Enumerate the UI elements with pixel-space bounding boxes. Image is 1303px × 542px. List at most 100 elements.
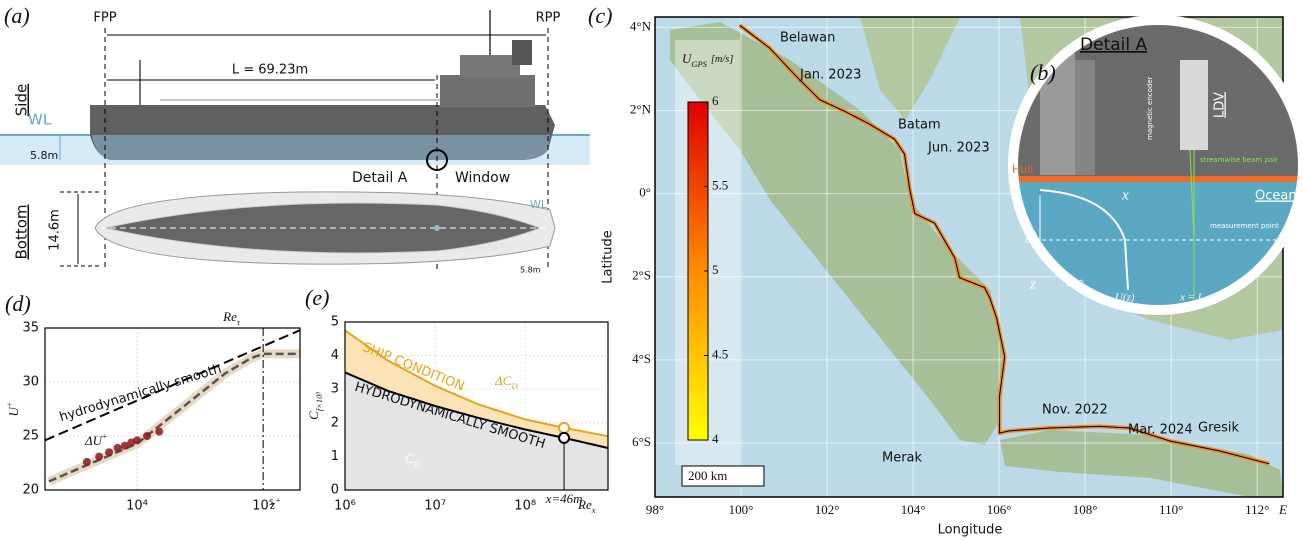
ocean-label: Ocean bbox=[1255, 189, 1297, 204]
detail-title: Detail A bbox=[1080, 35, 1147, 55]
hull-label: Hull bbox=[1012, 163, 1033, 176]
x-tick-label: 106° bbox=[987, 502, 1012, 517]
y-axis-label: U+ bbox=[4, 401, 21, 416]
x-tick-label: 102° bbox=[815, 502, 840, 517]
re-tau-label: Reτ bbox=[222, 309, 241, 327]
y-tick-label: 2 bbox=[331, 415, 339, 430]
delta-u-label-sup: + bbox=[102, 431, 108, 441]
panel-label: (b) bbox=[1030, 60, 1056, 85]
marker-point bbox=[559, 423, 569, 433]
cd-label-text: C bbox=[405, 451, 414, 466]
rpp-label: RPP bbox=[536, 11, 561, 26]
x-axis-label-sub: x bbox=[591, 505, 596, 515]
y-tick-label: 0° bbox=[639, 185, 651, 200]
re-tau-label-text: Re bbox=[222, 309, 237, 324]
colorbar-title-unit: [m/s] bbox=[711, 54, 734, 65]
y-tick-label: 4 bbox=[331, 348, 339, 363]
place-label: Mar. 2024 bbox=[1128, 423, 1193, 438]
y-tick-label: 35 bbox=[22, 321, 39, 336]
contour-label: 1m bbox=[462, 246, 473, 254]
wl-label: WL bbox=[28, 111, 52, 129]
data-point bbox=[155, 428, 163, 436]
y-tick-label: 2°N bbox=[630, 101, 652, 116]
contour-label: 4m bbox=[500, 242, 511, 250]
x-axis-label: Longitude bbox=[938, 523, 1003, 538]
data-point bbox=[83, 458, 91, 466]
place-label: Jan. 2023 bbox=[799, 68, 861, 83]
place-label: Merak bbox=[882, 451, 923, 466]
panel-label: (c) bbox=[588, 3, 612, 28]
place-label: Nov. 2022 bbox=[1042, 403, 1108, 418]
x-tick-label: 10⁷ bbox=[424, 499, 446, 514]
wl-bottom-label: WL bbox=[530, 198, 548, 211]
uinf-label: U∞ bbox=[1065, 274, 1084, 289]
y-tick-label: 0 bbox=[331, 483, 339, 498]
point-label: measurement point bbox=[1210, 222, 1279, 230]
x-tick-label: 100° bbox=[729, 502, 754, 517]
y-axis-label: Cf×10³ bbox=[306, 392, 324, 420]
y-axis-label-sup: + bbox=[4, 401, 14, 407]
figure: (a) FPP RPP LPP = 95m L = 69.23m Side WL… bbox=[0, 0, 1303, 542]
delta-label: δ bbox=[1025, 231, 1032, 246]
data-point bbox=[133, 436, 141, 444]
delta-cd-label-sub: D bbox=[510, 381, 517, 391]
colorbar-tick-label: 4.5 bbox=[712, 346, 728, 361]
x-tick-label: 108° bbox=[1073, 502, 1098, 517]
bridge bbox=[460, 55, 520, 77]
data-point bbox=[143, 432, 151, 440]
x-tick-label: 10⁸ bbox=[514, 499, 536, 514]
cd-label-sub: D bbox=[413, 459, 420, 469]
frame bbox=[1075, 60, 1095, 175]
colorbar-tick-label: 5.5 bbox=[712, 177, 728, 192]
place-label: Jun. 2023 bbox=[927, 141, 990, 156]
funnel bbox=[512, 40, 532, 65]
panel-label: (d) bbox=[5, 291, 31, 316]
marker-label: x=46m bbox=[545, 491, 583, 506]
contour-label: 3m bbox=[487, 244, 498, 252]
l-label: L = 69.23m bbox=[232, 63, 308, 78]
x-tick-label: 112° bbox=[1245, 502, 1269, 517]
place-label: Gresik bbox=[1198, 421, 1240, 436]
x-tick-label: 110° bbox=[1159, 502, 1183, 517]
x-tick-label: 98° bbox=[646, 502, 664, 517]
colorbar-tick-label: 6 bbox=[712, 93, 719, 108]
x-tick-label: 10⁶ bbox=[334, 499, 356, 514]
y-axis-label-sub: f×10³ bbox=[314, 392, 324, 411]
beam-label: 14.6m bbox=[48, 209, 63, 251]
x-axis-label: x bbox=[1121, 187, 1129, 203]
hull-submerged bbox=[92, 135, 550, 160]
colorbar-tick-label: 4 bbox=[712, 431, 719, 446]
place-label: Belawan bbox=[780, 31, 835, 46]
uz-label: U(z) bbox=[1115, 292, 1135, 304]
x-axis-label: z+ bbox=[269, 495, 281, 512]
contour-label: 2m bbox=[474, 245, 485, 253]
marker-point bbox=[559, 433, 569, 443]
superstructure bbox=[440, 75, 535, 107]
x-end-label: E bbox=[1278, 502, 1287, 517]
y-tick-label: 1 bbox=[331, 449, 339, 464]
delta-u-label-text: ΔU bbox=[84, 433, 104, 448]
xl-label: x = L bbox=[1179, 292, 1204, 304]
y-tick-label: 3 bbox=[331, 382, 339, 397]
data-point bbox=[114, 444, 122, 452]
panel-label: (a) bbox=[4, 3, 30, 28]
panel-label: (e) bbox=[305, 285, 329, 310]
window bbox=[434, 225, 440, 231]
place-label: Batam bbox=[898, 118, 941, 133]
x-tick-label: 10⁴ bbox=[126, 499, 148, 514]
encoder-label: magnetic encoder bbox=[1146, 76, 1154, 140]
x-tick-label: 104° bbox=[901, 502, 926, 517]
scalebar-label: 200 km bbox=[688, 468, 727, 483]
y-axis-label-text: C bbox=[306, 411, 321, 420]
delta-cd-label-text: ΔC bbox=[494, 373, 512, 388]
ldv-probe bbox=[1180, 60, 1208, 150]
re-tau-label-sub: τ bbox=[237, 317, 241, 327]
y-tick-label: 20 bbox=[22, 483, 39, 498]
y-tick-label: 5 bbox=[331, 315, 339, 330]
colorbar-tick-label: 5 bbox=[712, 262, 719, 277]
y-tick-label: 4°N bbox=[630, 18, 652, 33]
data-point bbox=[105, 448, 113, 456]
bottom-label: Bottom bbox=[13, 204, 31, 259]
y-tick-label: 4°S bbox=[632, 351, 651, 366]
fpp-label: FPP bbox=[93, 11, 116, 26]
